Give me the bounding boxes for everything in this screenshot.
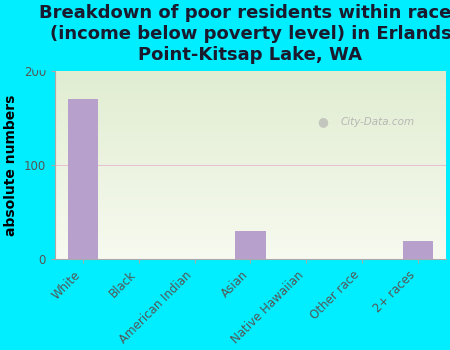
Text: City-Data.com: City-Data.com	[340, 117, 414, 127]
Text: ●: ●	[317, 115, 328, 128]
Title: Breakdown of poor residents within races
(income below poverty level) in Erlands: Breakdown of poor residents within races…	[39, 4, 450, 64]
Bar	[235, 231, 266, 259]
Y-axis label: absolute numbers: absolute numbers	[4, 94, 18, 236]
Bar	[68, 99, 98, 259]
Bar	[403, 240, 433, 259]
